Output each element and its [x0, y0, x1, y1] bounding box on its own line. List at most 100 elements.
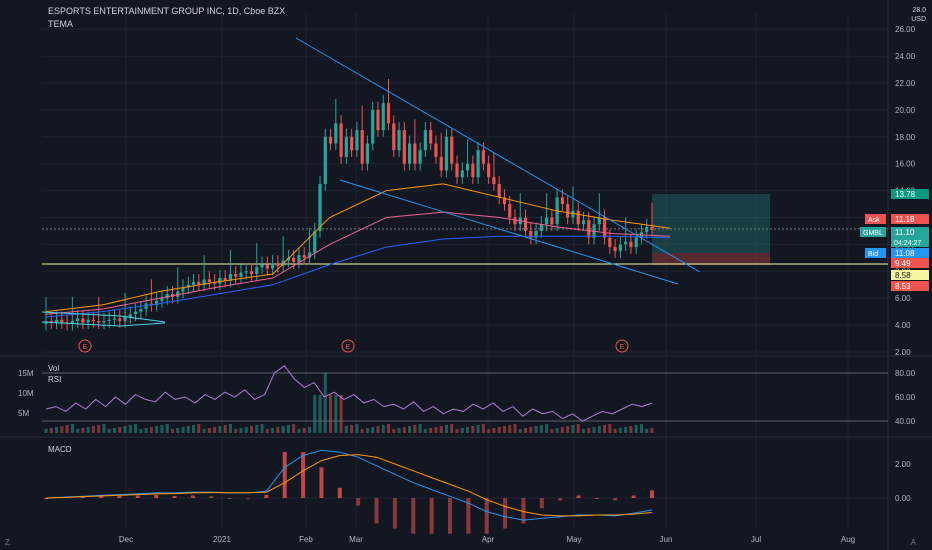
- upper-trendline: [295, 37, 701, 273]
- volume-bar: [613, 429, 617, 433]
- volume-bar: [624, 427, 628, 433]
- volume-bar: [255, 425, 259, 433]
- macd-histogram-bar: [356, 498, 361, 506]
- volume-bar: [81, 428, 85, 433]
- price-tick-label: 4.00: [895, 321, 911, 330]
- volume-bar: [376, 426, 380, 433]
- lower-trendline: [339, 179, 679, 285]
- macd-histogram-bar: [613, 498, 618, 501]
- macd-histogram-bar: [337, 487, 342, 498]
- price-tick-label: 22.00: [895, 79, 916, 88]
- candle-body: [650, 226, 654, 230]
- macd-histogram-bar: [429, 498, 434, 534]
- candle-body: [292, 257, 296, 262]
- candle-body: [328, 136, 333, 144]
- volume-bar: [202, 429, 206, 433]
- candle-body: [107, 319, 111, 322]
- candle-body: [476, 150, 480, 178]
- volume-bar: [539, 425, 543, 433]
- candle-body: [545, 217, 549, 225]
- volume-bar: [102, 424, 106, 433]
- volume-bar: [603, 425, 607, 433]
- candle-body: [70, 321, 74, 324]
- volume-bar: [302, 428, 306, 433]
- macd-histogram-bar: [411, 498, 416, 534]
- price-marker-value: 9.49: [895, 259, 911, 268]
- macd-histogram-bar: [484, 498, 489, 534]
- volume-bar: [392, 429, 396, 433]
- symbol-title: ESPORTS ENTERTAINMENT GROUP INC, 1D, Cbo…: [48, 6, 286, 16]
- macd-histogram-bar: [99, 496, 104, 498]
- macd-histogram-bar: [80, 496, 85, 498]
- volume-bar: [139, 429, 143, 433]
- macd-histogram-bar: [44, 498, 48, 499]
- candle-body: [191, 282, 196, 285]
- volume-bar: [134, 424, 138, 433]
- volume-bar: [49, 428, 53, 433]
- candle-body: [471, 163, 475, 178]
- volume-bar: [650, 428, 654, 433]
- zoom-icon[interactable]: Z: [5, 538, 10, 547]
- volume-bar: [566, 426, 570, 433]
- candle-body: [460, 170, 464, 178]
- volume-bar: [239, 428, 243, 433]
- volume-bar: [91, 426, 95, 433]
- volume-bar: [313, 395, 317, 433]
- candle-body: [302, 255, 306, 258]
- volume-bar: [118, 427, 122, 433]
- macd-histogram-bar: [301, 452, 306, 498]
- earnings-marker-label: E: [346, 344, 351, 351]
- price-tick-label: 20.00: [895, 106, 916, 115]
- volume-bar: [223, 425, 227, 433]
- volume-bar: [250, 426, 254, 433]
- candle-body: [160, 298, 164, 301]
- candle-body: [86, 319, 90, 323]
- ema-line: [45, 211, 671, 315]
- auto-scale-button[interactable]: A: [910, 538, 916, 547]
- volume-bar: [387, 424, 391, 433]
- price-marker-value: 8.58: [895, 271, 911, 280]
- macd-histogram-bar: [190, 495, 195, 498]
- macd-histogram-bar: [374, 498, 379, 524]
- macd-histogram-bar: [209, 496, 214, 498]
- candle-body: [223, 278, 227, 281]
- volume-bar: [297, 429, 301, 433]
- volume-label: Vol: [48, 364, 60, 373]
- volume-bar: [502, 426, 506, 433]
- volume-bar: [334, 395, 338, 433]
- volume-bar: [597, 426, 601, 433]
- volume-bar: [455, 429, 459, 433]
- volume-bar: [550, 429, 554, 433]
- volume-bar: [350, 425, 354, 433]
- indicator-label[interactable]: TEMA: [48, 19, 74, 29]
- volume-bar: [160, 425, 164, 433]
- earnings-marker-label: E: [620, 344, 625, 351]
- volume-bar: [365, 428, 369, 433]
- volume-bar: [307, 427, 311, 433]
- price-marker-box: [891, 214, 929, 224]
- candle-body: [624, 241, 628, 245]
- volume-bar: [128, 425, 132, 433]
- x-tick-label: 2021: [213, 535, 231, 544]
- rsi-line: [45, 365, 653, 422]
- price-marker-name: GMBL: [863, 230, 883, 237]
- candle-body: [270, 263, 275, 269]
- volume-bar: [155, 426, 159, 433]
- candle-body: [581, 220, 586, 225]
- price-tick-label: 24.00: [895, 52, 916, 61]
- volume-bar: [618, 428, 622, 433]
- candle-body: [365, 143, 370, 164]
- price-marker-box: [891, 281, 929, 291]
- macd-histogram-bar: [227, 498, 232, 499]
- candle-body: [139, 308, 143, 312]
- candle-body: [487, 163, 491, 178]
- price-marker-box: [891, 270, 929, 280]
- candle-body: [371, 109, 375, 144]
- candle-body: [392, 123, 396, 151]
- macd-histogram-bar: [558, 498, 563, 501]
- candle-body: [202, 279, 206, 285]
- volume-bar: [218, 426, 222, 433]
- volume-bar: [55, 427, 59, 433]
- volume-bar: [639, 424, 643, 433]
